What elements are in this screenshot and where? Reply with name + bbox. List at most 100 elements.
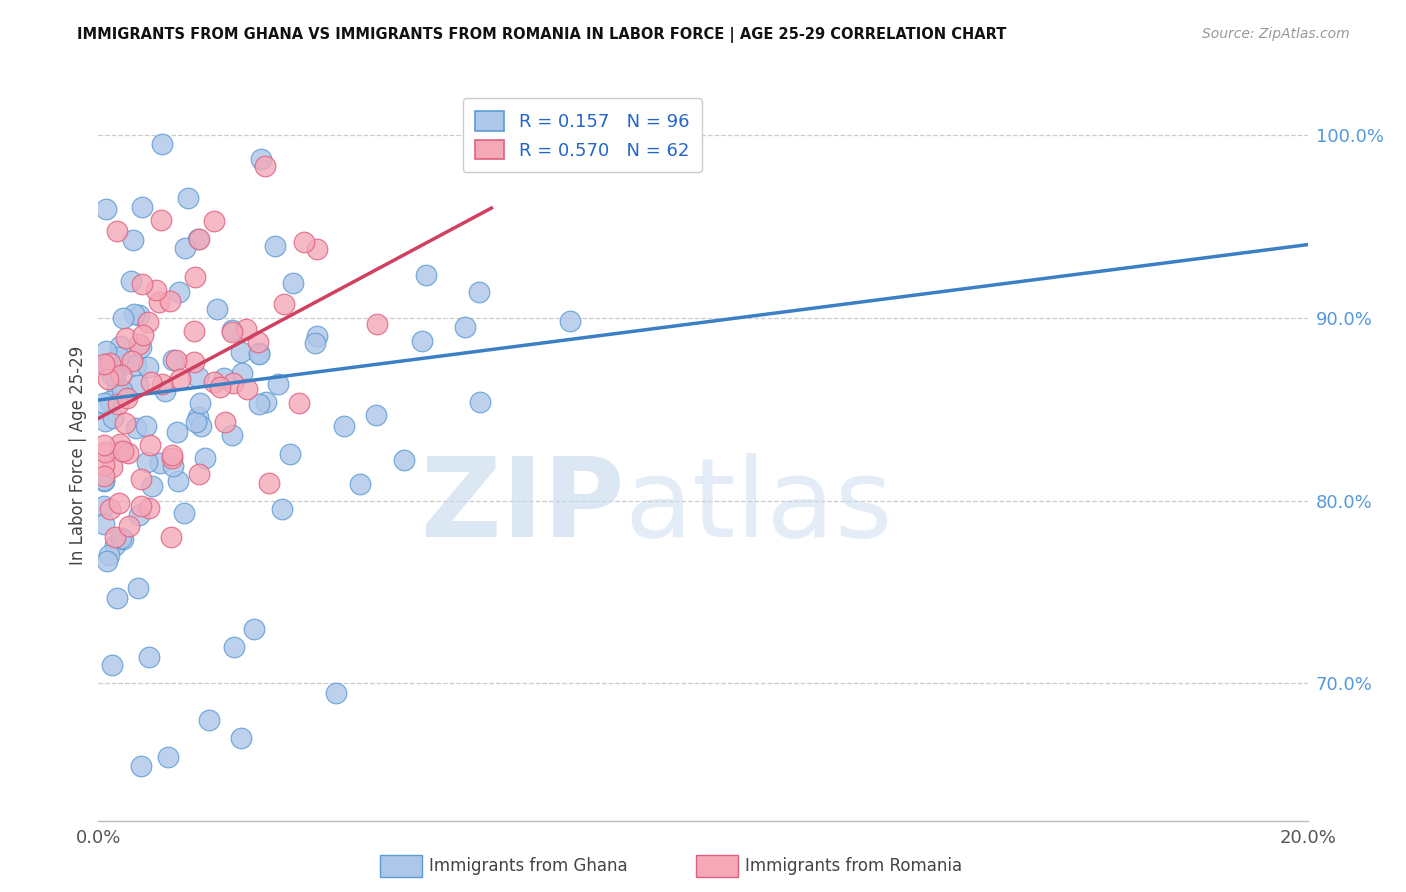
Point — [135, 419, 157, 434]
Point — [125, 421, 148, 435]
Point — [243, 622, 266, 636]
Point — [110, 443, 132, 458]
Point — [183, 355, 205, 369]
Point — [105, 591, 128, 605]
Point — [94, 202, 117, 217]
Point — [117, 519, 139, 533]
Point — [127, 378, 149, 392]
Point — [366, 317, 388, 331]
Point — [96, 372, 118, 386]
Point — [415, 268, 437, 283]
Point — [100, 460, 122, 475]
Point — [131, 200, 153, 214]
Point — [93, 458, 115, 472]
Point — [187, 232, 209, 246]
Point — [169, 372, 191, 386]
Point — [156, 749, 179, 764]
Point — [221, 323, 243, 337]
Point — [162, 353, 184, 368]
Point — [153, 384, 176, 398]
Point — [139, 375, 162, 389]
Point — [129, 759, 152, 773]
Point — [271, 502, 294, 516]
Point — [112, 357, 135, 371]
Point — [166, 425, 188, 440]
Point — [187, 370, 209, 384]
Point — [205, 302, 228, 317]
Point — [111, 533, 134, 547]
Point — [184, 415, 207, 429]
Point — [122, 233, 145, 247]
Point — [136, 360, 159, 375]
Point — [160, 448, 183, 462]
Point — [194, 451, 217, 466]
Point — [105, 224, 128, 238]
Point — [138, 500, 160, 515]
Point — [187, 467, 209, 482]
Point — [292, 235, 315, 249]
Point — [150, 213, 173, 227]
Point — [139, 438, 162, 452]
Point — [129, 471, 152, 485]
Point — [305, 242, 328, 256]
Point — [108, 496, 131, 510]
Text: Immigrants from Ghana: Immigrants from Ghana — [429, 857, 627, 875]
Point — [101, 410, 124, 425]
Point — [229, 345, 252, 359]
Point — [128, 308, 150, 322]
Point — [115, 331, 138, 345]
Point — [93, 396, 115, 410]
Point — [108, 436, 131, 450]
Point — [98, 356, 121, 370]
Point — [214, 415, 236, 429]
Point — [454, 320, 477, 334]
Legend: R = 0.157   N = 96, R = 0.570   N = 62: R = 0.157 N = 96, R = 0.570 N = 62 — [463, 98, 702, 172]
Point — [162, 459, 184, 474]
Point — [183, 325, 205, 339]
Point — [93, 469, 115, 483]
Point — [110, 531, 132, 545]
Point — [97, 548, 120, 562]
Point — [115, 391, 138, 405]
Point — [93, 499, 115, 513]
Point — [93, 357, 115, 371]
Point — [304, 335, 326, 350]
Point — [221, 325, 243, 339]
Point — [173, 506, 195, 520]
Point — [93, 516, 115, 531]
Point — [149, 456, 172, 470]
Point — [101, 658, 124, 673]
Point — [135, 455, 157, 469]
Point — [112, 444, 135, 458]
Point — [128, 337, 150, 351]
Point — [105, 381, 128, 395]
Point — [287, 396, 309, 410]
Y-axis label: In Labor Force | Age 25-29: In Labor Force | Age 25-29 — [69, 345, 87, 565]
Point — [96, 357, 118, 371]
Point — [257, 475, 280, 490]
Point — [173, 241, 195, 255]
Point — [98, 394, 121, 409]
Point — [111, 383, 134, 397]
Point — [160, 450, 183, 465]
Point — [468, 394, 491, 409]
Point — [124, 307, 146, 321]
Point — [236, 383, 259, 397]
Point — [117, 446, 139, 460]
Point — [364, 408, 387, 422]
Point — [159, 293, 181, 308]
Point — [267, 377, 290, 392]
Point — [187, 231, 209, 245]
Point — [150, 137, 173, 152]
Point — [281, 276, 304, 290]
Point — [110, 338, 132, 352]
Point — [202, 375, 225, 389]
Point — [349, 477, 371, 491]
Point — [111, 311, 134, 326]
Point — [104, 538, 127, 552]
Point — [280, 447, 302, 461]
Point — [93, 474, 115, 488]
Point — [167, 475, 190, 489]
Point — [209, 380, 232, 394]
Point — [104, 530, 127, 544]
